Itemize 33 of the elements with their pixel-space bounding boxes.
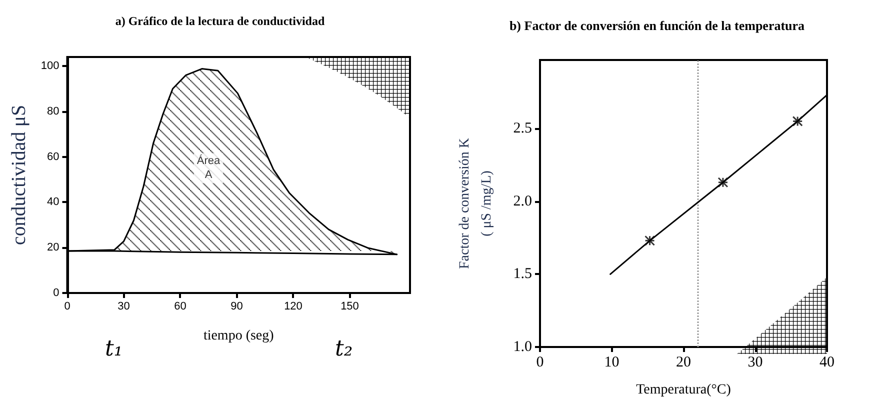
x-tick-label: 30 xyxy=(118,300,130,312)
y-tick-label: 0 xyxy=(53,287,60,299)
x-tick-label: 20 xyxy=(676,354,691,370)
x-tick-label: 0 xyxy=(536,354,544,370)
x-tick-label: 150 xyxy=(340,300,359,312)
y-tick-label: 2.5 xyxy=(513,120,532,136)
x-tick-label: 120 xyxy=(284,300,302,312)
point xyxy=(792,116,803,126)
y-tick-label: 20 xyxy=(47,242,60,254)
chart-title: b) Factor de conversión en función de la temperatura xyxy=(509,18,806,33)
annotation: Área A xyxy=(196,154,221,182)
x-axis-title: tiempo (seg) xyxy=(203,328,274,344)
chart-title: a) Gráfico de la lectura de conductividad xyxy=(115,14,325,28)
y-tick-label: 60 xyxy=(47,150,60,163)
x-tick-label: 60 xyxy=(174,300,186,312)
point xyxy=(718,177,728,188)
y-tick-label: 1.0 xyxy=(513,339,532,355)
text: t₂ xyxy=(335,336,353,362)
y-tick-label: 2.0 xyxy=(513,193,532,210)
point xyxy=(644,235,656,246)
y-axis-title: Factor de conversión K ( μS /mg/L) xyxy=(458,138,494,270)
text: t₁ xyxy=(105,336,123,362)
y-axis-title: conductividad μS xyxy=(8,104,30,246)
y-tick-label: 1.5 xyxy=(513,266,532,282)
x-tick-label: 90 xyxy=(230,300,243,312)
x-axis-title: Temperatura(°C) xyxy=(636,382,732,398)
y-tick-label: 40 xyxy=(47,196,60,208)
x-tick-label: 30 xyxy=(748,354,763,370)
x-tick-label: 10 xyxy=(604,354,620,370)
y-tick-label: 100 xyxy=(40,60,60,72)
x-tick-label: 0 xyxy=(64,300,70,312)
y-tick-label: 80 xyxy=(47,105,60,118)
x-tick-label: 40 xyxy=(820,354,834,370)
